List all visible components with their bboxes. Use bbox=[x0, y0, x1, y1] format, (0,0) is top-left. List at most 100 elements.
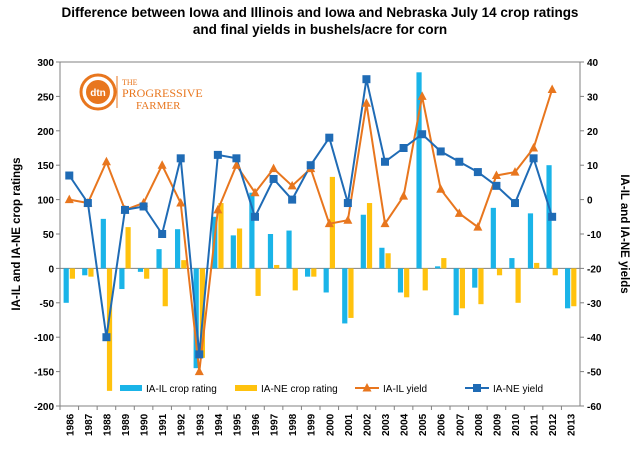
x-tick-label: 1996 bbox=[251, 413, 262, 436]
point-ia-il-yield bbox=[176, 198, 186, 207]
x-tick-label: 2000 bbox=[325, 413, 336, 436]
legend-label: IA-NE yield bbox=[493, 384, 543, 395]
point-ia-ne-yield bbox=[83, 199, 92, 208]
bar-ia-il-crop-rating bbox=[509, 258, 515, 269]
point-ia-il-yield bbox=[380, 218, 390, 228]
x-tick-label: 1994 bbox=[214, 413, 225, 436]
point-ia-ne-yield bbox=[399, 144, 408, 152]
legend-swatch bbox=[120, 385, 142, 391]
point-ia-il-yield bbox=[64, 194, 74, 204]
bar-ia-ne-crop-rating bbox=[404, 268, 410, 298]
bar-ia-ne-crop-rating bbox=[125, 227, 131, 269]
x-tick-label: 2002 bbox=[362, 413, 373, 436]
left-axis-tick-label: 250 bbox=[37, 92, 54, 103]
point-ia-il-yield bbox=[547, 84, 557, 94]
point-ia-il-yield bbox=[250, 187, 260, 197]
x-tick-label: 1989 bbox=[121, 413, 132, 436]
left-axis-tick-label: 100 bbox=[37, 196, 54, 207]
bar-ia-ne-crop-rating bbox=[515, 268, 521, 303]
right-axis-tick-label: -10 bbox=[587, 230, 602, 241]
left-axis-tick-label: 200 bbox=[37, 127, 54, 138]
x-tick-label: 2013 bbox=[567, 413, 578, 436]
bar-ia-il-crop-rating bbox=[397, 268, 404, 293]
x-tick-label: 1999 bbox=[307, 413, 318, 436]
point-ia-ne-yield bbox=[158, 230, 167, 238]
bar-ia-ne-crop-rating bbox=[311, 268, 317, 277]
bar-ia-il-crop-rating bbox=[323, 268, 329, 293]
point-ia-ne-yield bbox=[232, 154, 241, 163]
bar-ia-il-crop-rating bbox=[435, 266, 441, 269]
point-ia-il-yield bbox=[491, 170, 501, 180]
bar-ia-ne-crop-rating bbox=[162, 268, 168, 307]
point-ia-ne-yield bbox=[306, 161, 315, 170]
left-axis-tick-label: 50 bbox=[43, 230, 55, 241]
x-tick-label: 2006 bbox=[437, 413, 448, 436]
point-ia-il-yield bbox=[194, 366, 204, 376]
legend-label: IA-NE crop rating bbox=[261, 384, 338, 395]
left-axis-tick-label: 150 bbox=[37, 161, 54, 172]
x-tick-label: 2001 bbox=[344, 413, 355, 436]
x-tick-label: 1988 bbox=[102, 413, 113, 436]
bar-ia-il-crop-rating bbox=[360, 214, 366, 269]
x-tick-label: 2005 bbox=[418, 413, 429, 436]
point-ia-ne-yield bbox=[288, 195, 297, 204]
point-ia-ne-yield bbox=[381, 157, 389, 166]
right-axis-tick-label: 10 bbox=[587, 161, 599, 172]
svg-text:PROGRESSIVE: PROGRESSIVE bbox=[122, 86, 203, 100]
bar-ia-il-crop-rating bbox=[249, 192, 255, 269]
bar-ia-ne-crop-rating bbox=[88, 268, 94, 277]
point-ia-ne-yield bbox=[251, 212, 259, 221]
bar-ia-ne-crop-rating bbox=[366, 203, 373, 269]
bar-ia-il-crop-rating bbox=[175, 229, 181, 269]
svg-text:dtn: dtn bbox=[90, 88, 106, 99]
legend-label: IA-IL yield bbox=[383, 384, 427, 395]
legend-swatch bbox=[235, 385, 257, 391]
point-ia-il-yield bbox=[361, 98, 371, 107]
point-ia-il-yield bbox=[529, 143, 539, 152]
bar-ia-ne-crop-rating bbox=[552, 268, 558, 276]
bar-ia-il-crop-rating bbox=[63, 268, 69, 303]
x-tick-label: 1995 bbox=[232, 413, 243, 436]
left-axis-title: IA-IL and IA-NE crop ratings bbox=[11, 157, 23, 310]
bar-ia-il-crop-rating bbox=[137, 268, 144, 272]
left-axis-tick-label: -200 bbox=[34, 402, 54, 413]
bar-ia-ne-crop-rating bbox=[422, 268, 428, 291]
point-ia-ne-yield bbox=[102, 333, 111, 342]
x-tick-label: 1992 bbox=[177, 413, 188, 436]
x-tick-label: 1993 bbox=[195, 413, 206, 436]
bar-ia-ne-crop-rating bbox=[144, 268, 150, 279]
point-ia-ne-yield bbox=[121, 205, 129, 214]
bar-ia-ne-crop-rating bbox=[496, 268, 503, 276]
bar-ia-ne-crop-rating bbox=[348, 268, 354, 318]
bar-ia-il-crop-rating bbox=[472, 268, 478, 288]
bar-ia-il-crop-rating bbox=[100, 218, 106, 269]
point-ia-il-yield bbox=[417, 91, 427, 100]
point-ia-ne-yield bbox=[548, 212, 557, 221]
right-axis-tick-label: 0 bbox=[587, 196, 593, 207]
bar-ia-ne-crop-rating bbox=[218, 203, 224, 269]
point-ia-ne-yield bbox=[176, 154, 185, 163]
bar-ia-ne-crop-rating bbox=[236, 228, 243, 269]
x-tick-label: 2012 bbox=[548, 413, 559, 436]
point-ia-ne-yield bbox=[213, 150, 222, 159]
point-ia-ne-yield bbox=[65, 171, 74, 180]
point-ia-il-yield bbox=[231, 160, 241, 169]
bar-ia-il-crop-rating bbox=[342, 268, 348, 324]
bar-ia-ne-crop-rating bbox=[274, 264, 280, 269]
point-ia-il-yield bbox=[101, 156, 111, 166]
x-tick-label: 1997 bbox=[270, 413, 281, 436]
x-tick-label: 1986 bbox=[65, 413, 76, 436]
bar-ia-il-crop-rating bbox=[82, 268, 88, 276]
bar-ia-ne-crop-rating bbox=[385, 253, 391, 269]
left-axis-tick-label: -50 bbox=[40, 299, 55, 310]
point-ia-il-yield bbox=[399, 191, 409, 200]
bar-ia-il-crop-rating bbox=[230, 235, 236, 269]
x-tick-label: 2004 bbox=[400, 413, 411, 436]
right-axis-tick-label: -60 bbox=[587, 402, 602, 413]
right-axis-tick-label: 40 bbox=[587, 58, 599, 69]
bar-ia-ne-crop-rating bbox=[106, 268, 113, 391]
bar-ia-il-crop-rating bbox=[156, 249, 162, 269]
left-axis-tick-label: -100 bbox=[34, 333, 54, 344]
point-ia-il-yield bbox=[454, 208, 464, 217]
